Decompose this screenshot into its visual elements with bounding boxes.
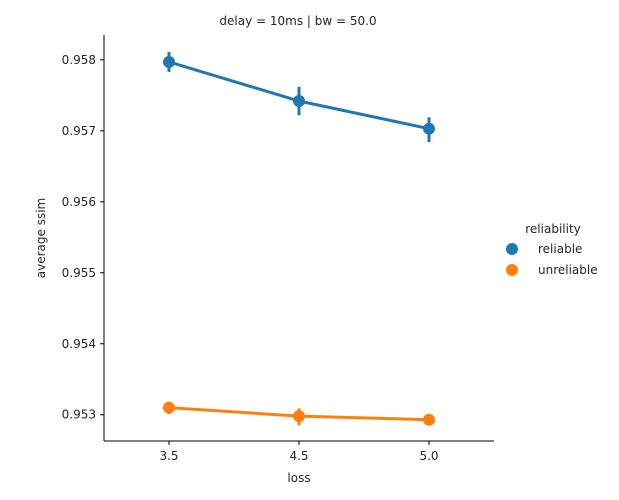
y-tick-label: 0.957 <box>62 124 96 138</box>
legend-label: reliable <box>538 242 582 256</box>
x-axis-label: loss <box>287 471 310 485</box>
data-point <box>293 410 305 423</box>
data-point <box>163 55 175 68</box>
x-tick-label: 5.0 <box>419 449 438 463</box>
y-tick-label: 0.953 <box>62 408 96 422</box>
data-point <box>163 401 175 414</box>
y-tick-label: 0.954 <box>62 337 96 351</box>
y-ticks: 0.953 0.954 0.955 0.956 0.957 0.958 <box>62 53 104 422</box>
x-tick-label: 4.5 <box>289 449 308 463</box>
y-tick-label: 0.955 <box>62 266 96 280</box>
data-point <box>423 122 435 135</box>
legend-marker <box>506 243 518 255</box>
legend-label: unreliable <box>538 263 598 277</box>
chart-title: delay = 10ms | bw = 50.0 <box>219 14 376 28</box>
y-axis-label: average ssim <box>34 198 48 278</box>
legend-marker <box>506 264 518 276</box>
data-point <box>423 413 435 426</box>
x-ticks: 3.5 4.5 5.0 <box>159 441 439 463</box>
plot-area <box>163 52 435 426</box>
legend-title: reliability <box>525 222 581 236</box>
legend: reliability reliable unreliable <box>506 222 598 277</box>
x-tick-label: 3.5 <box>159 449 178 463</box>
y-tick-label: 0.958 <box>62 53 96 67</box>
data-point <box>293 95 305 108</box>
y-tick-label: 0.956 <box>62 195 96 209</box>
